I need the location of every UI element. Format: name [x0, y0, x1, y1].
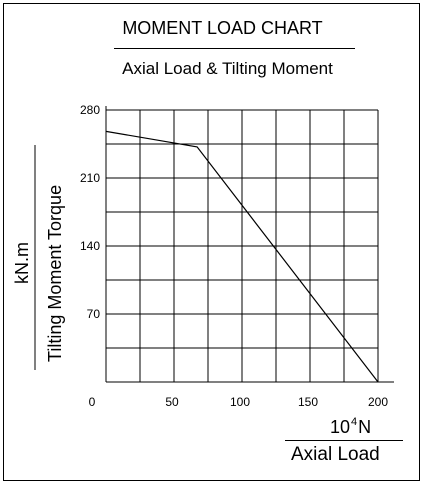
y-axis-unit: kN.m — [12, 242, 32, 284]
series-lines — [105, 130, 379, 383]
grid — [105, 109, 379, 383]
chart-title: MOMENT LOAD CHART — [122, 18, 323, 38]
tick-labels: 70 140 210 280 0 50 100 150 200 — [80, 103, 388, 409]
x-label-divider — [285, 440, 403, 441]
y-axis-label: Tilting Moment Torque — [45, 184, 65, 362]
x-unit-suffix: N — [358, 417, 372, 437]
y-tick-label: 140 — [80, 239, 100, 253]
y-tick-label: 70 — [87, 307, 101, 321]
x-unit-base: 10 — [330, 417, 351, 437]
chart-subtitle: Axial Load & Tilting Moment — [122, 59, 333, 78]
x-unit-exponent: 4 — [351, 416, 358, 428]
x-tick-label: 50 — [165, 395, 179, 409]
x-axis-label: Axial Load — [291, 444, 380, 465]
x-tick-label: 150 — [298, 395, 318, 409]
y-tick-label: 280 — [80, 103, 100, 117]
chart-frame — [3, 3, 420, 481]
x-tick-label: 200 — [368, 395, 388, 409]
axes — [105, 106, 394, 383]
x-tick-label: 100 — [230, 395, 250, 409]
x-axis-unit: 104N — [330, 416, 371, 438]
title-divider — [114, 48, 355, 49]
y-tick-label: 210 — [80, 171, 100, 185]
series-line — [105, 130, 379, 383]
x-tick-label: 0 — [89, 395, 96, 409]
